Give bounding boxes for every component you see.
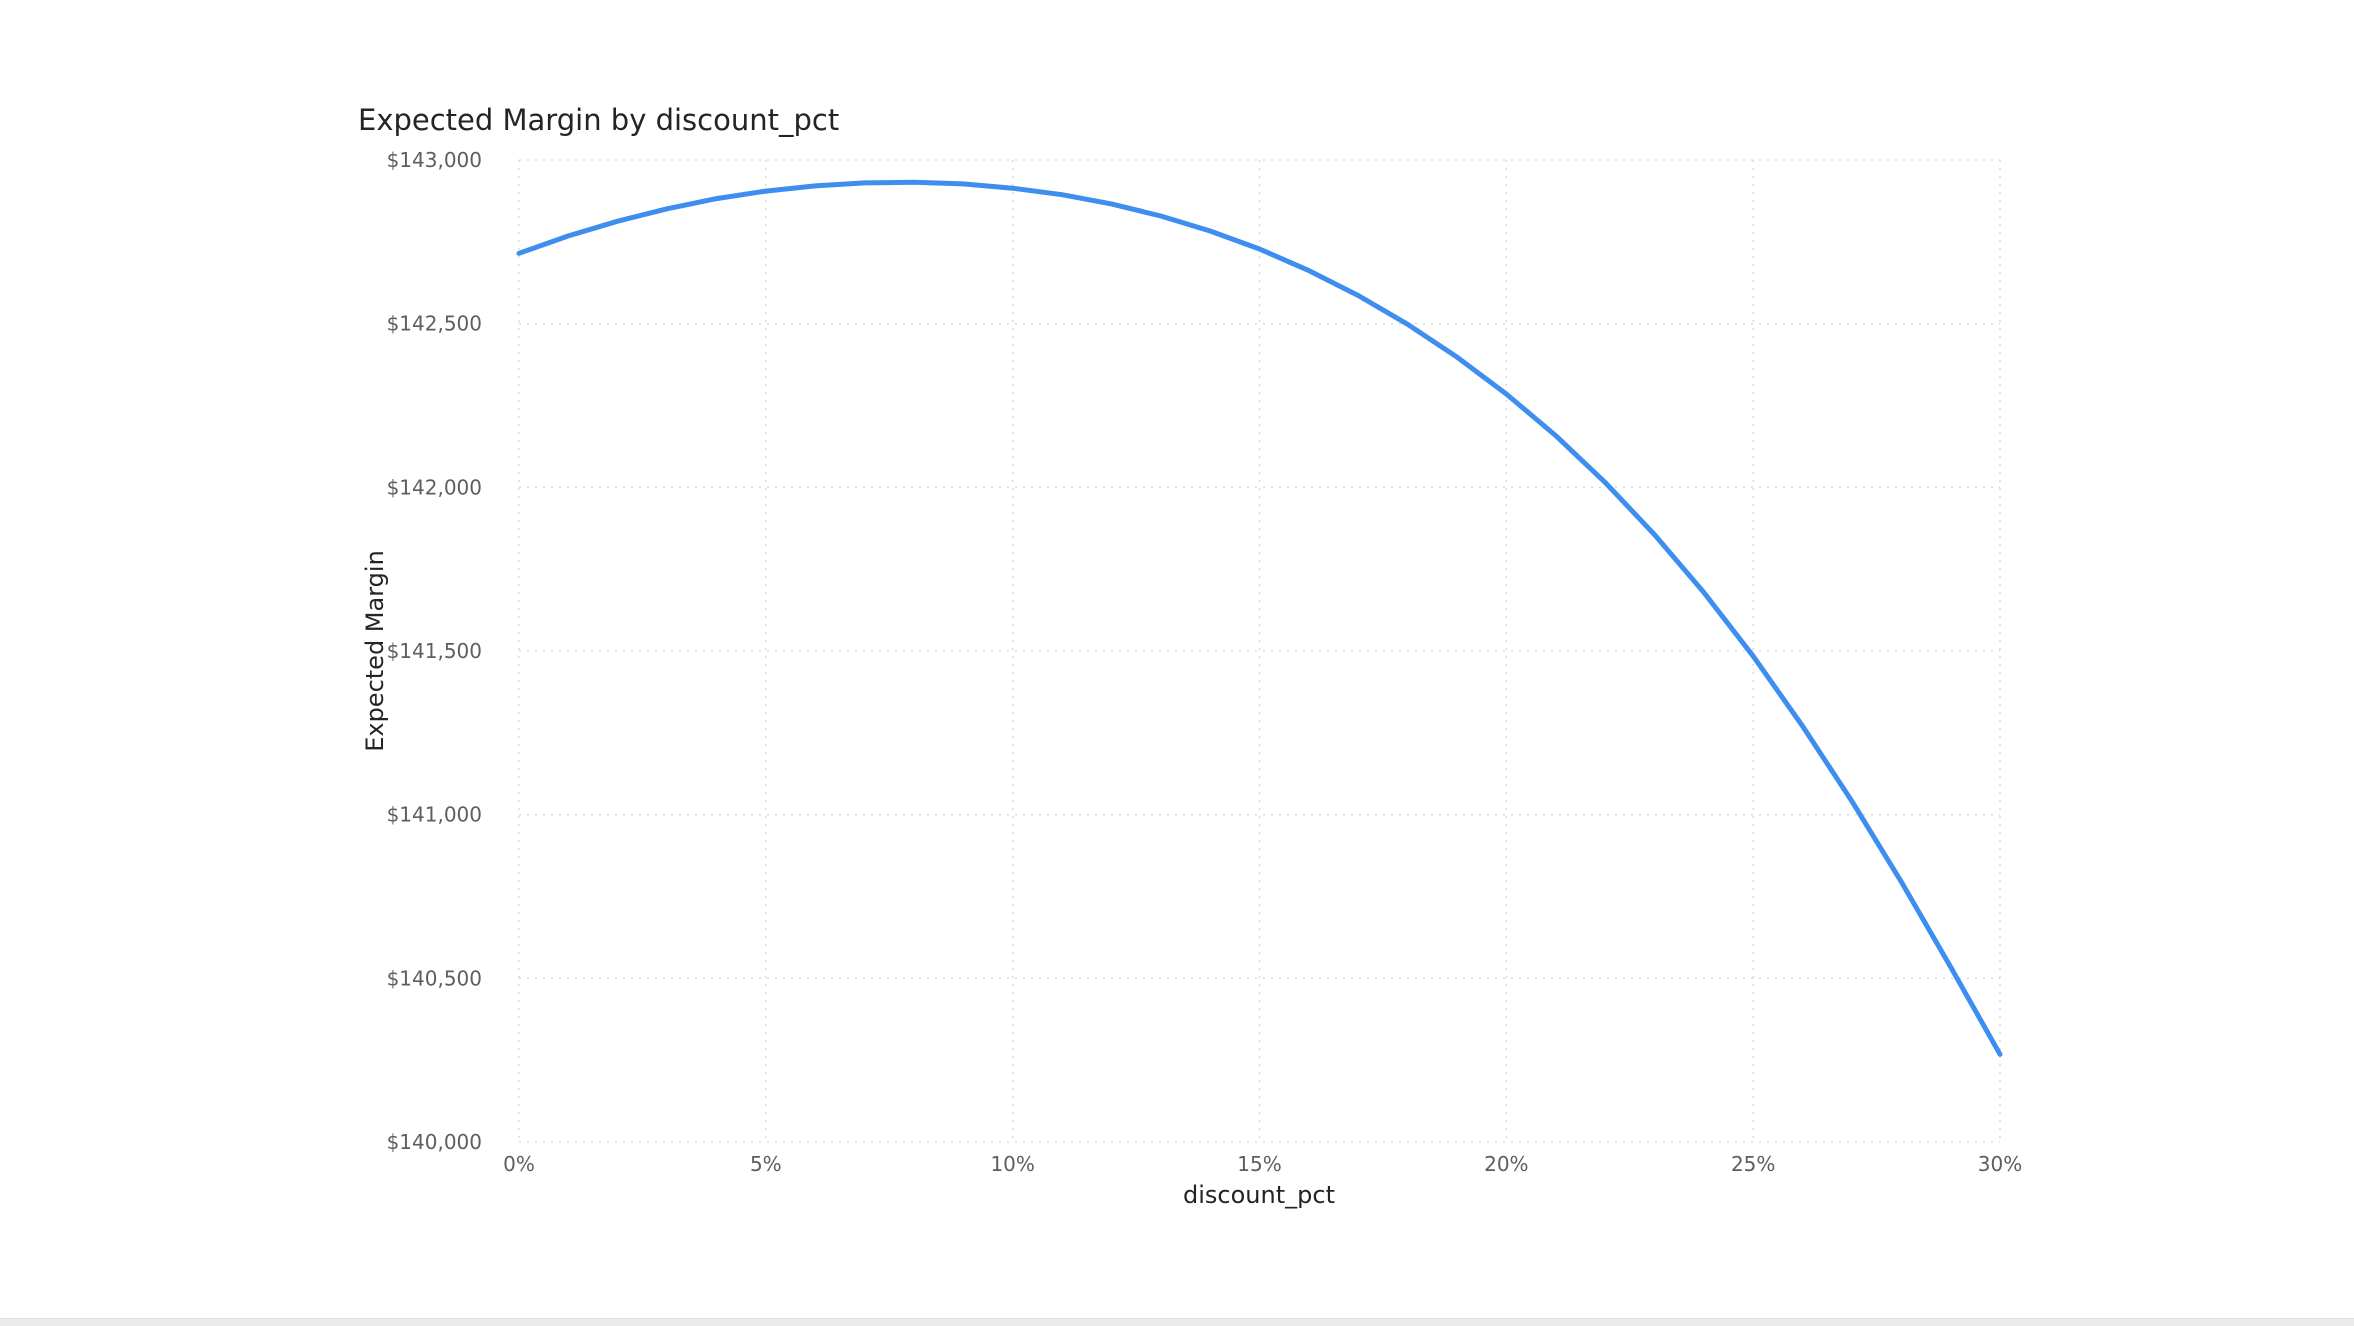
x-tick-label: 15% <box>1237 1152 1281 1176</box>
y-tick-label: $143,000 <box>387 148 482 172</box>
y-tick-label: $140,500 <box>387 966 482 990</box>
x-tick-label: 25% <box>1731 1152 1775 1176</box>
chart-title: Expected Margin by discount_pct <box>358 103 839 137</box>
y-tick-label: $140,000 <box>387 1130 482 1154</box>
bottom-scroll-bar <box>0 1318 2354 1326</box>
gridlines <box>518 159 2001 1143</box>
series-layer <box>516 179 2003 1057</box>
x-tick-label: 30% <box>1978 1152 2022 1176</box>
y-axis: $140,000 $140,500 $141,000 $141,500 $142,000… <box>387 148 482 1154</box>
y-axis-title: Expected Margin <box>361 550 389 752</box>
x-axis-title: discount_pct <box>1183 1181 1335 1209</box>
y-tick-label: $142,500 <box>387 312 482 336</box>
x-tick-label: 0% <box>503 1152 535 1176</box>
x-tick-label: 20% <box>1484 1152 1528 1176</box>
x-axis: 0% 5% 10% 15% 20% 25% 30% <box>503 1152 2022 1176</box>
y-tick-label: $141,000 <box>387 803 482 827</box>
y-tick-label: $142,000 <box>387 475 482 499</box>
x-tick-label: 5% <box>750 1152 782 1176</box>
y-tick-label: $141,500 <box>387 639 482 663</box>
x-tick-label: 10% <box>990 1152 1034 1176</box>
series-line <box>516 179 2003 1057</box>
